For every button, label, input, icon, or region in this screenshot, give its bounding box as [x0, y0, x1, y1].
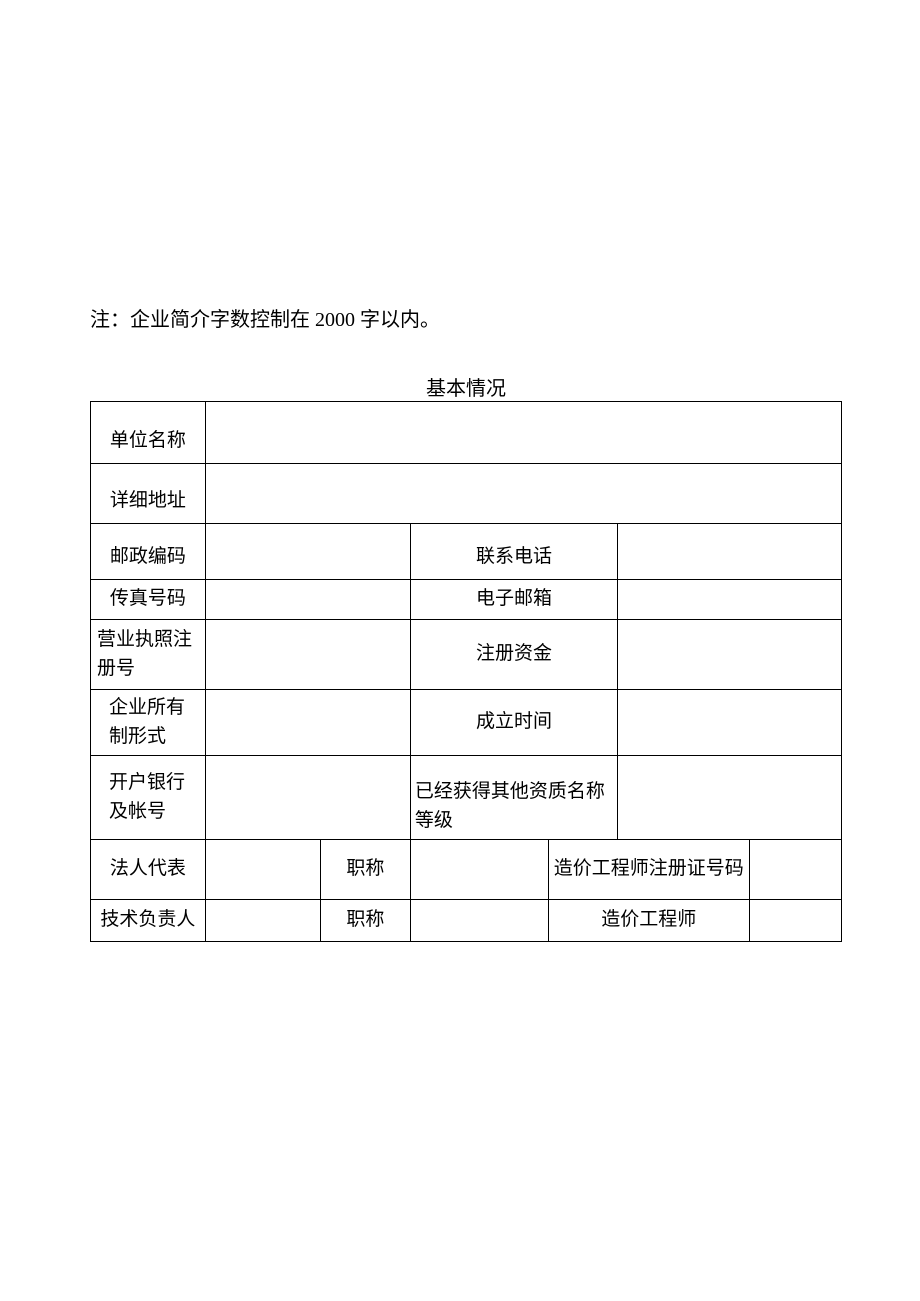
value-tech-lead — [205, 900, 320, 942]
label-unit-name: 单位名称 — [91, 402, 206, 464]
value-tech-lead-title — [410, 900, 548, 942]
document-content: 注：企业简介字数控制在 2000 字以内。 基本情况 单位名称 详细地址 邮政编… — [0, 0, 920, 942]
value-postal-code — [205, 524, 410, 580]
table-row: 法人代表 职称 造价工程师注册证号码 — [91, 840, 842, 900]
table-row: 技术负责人 职称 造价工程师 — [91, 900, 842, 942]
note-suffix: 字以内。 — [355, 309, 440, 331]
table-row: 开户银行及帐号 已经获得其他资质名称等级 — [91, 756, 842, 840]
value-qualifications — [618, 756, 842, 840]
table-title: 基本情况 — [90, 372, 842, 401]
value-address — [205, 464, 841, 524]
label-title2: 职称 — [320, 900, 410, 942]
label-address: 详细地址 — [91, 464, 206, 524]
label-qualifications: 已经获得其他资质名称等级 — [410, 756, 617, 840]
label-cost-eng: 造价工程师 — [549, 900, 750, 942]
label-postal-code: 邮政编码 — [91, 524, 206, 580]
label-legal-rep: 法人代表 — [91, 840, 206, 900]
value-legal-rep — [205, 840, 320, 900]
value-legal-rep-reg — [749, 840, 841, 900]
value-ownership — [205, 690, 410, 756]
value-tech-lead-eng — [749, 900, 841, 942]
note-number: 2000 — [315, 309, 355, 331]
label-reg-capital: 注册资金 — [410, 620, 617, 690]
table-row: 企业所有制形式 成立时间 — [91, 690, 842, 756]
label-founded: 成立时间 — [410, 690, 617, 756]
table-row: 传真号码 电子邮箱 — [91, 580, 842, 620]
value-unit-name — [205, 402, 841, 464]
value-fax — [205, 580, 410, 620]
note-text: 注：企业简介字数控制在 2000 字以内。 — [90, 304, 842, 336]
value-founded — [618, 690, 842, 756]
label-fax: 传真号码 — [91, 580, 206, 620]
table-row: 单位名称 — [91, 402, 842, 464]
label-title1: 职称 — [320, 840, 410, 900]
value-email — [618, 580, 842, 620]
label-license-no: 营业执照注册号 — [91, 620, 206, 690]
value-license-no — [205, 620, 410, 690]
value-legal-rep-title — [410, 840, 548, 900]
table-row: 邮政编码 联系电话 — [91, 524, 842, 580]
value-contact-phone — [618, 524, 842, 580]
label-cost-eng-reg: 造价工程师注册证号码 — [549, 840, 750, 900]
table-row: 详细地址 — [91, 464, 842, 524]
label-contact-phone: 联系电话 — [410, 524, 617, 580]
table-row: 营业执照注册号 注册资金 — [91, 620, 842, 690]
label-email: 电子邮箱 — [410, 580, 617, 620]
label-bank: 开户银行及帐号 — [91, 756, 206, 840]
value-reg-capital — [618, 620, 842, 690]
basic-info-table: 单位名称 详细地址 邮政编码 联系电话 传真号码 电子邮箱 营业执照注册号 注册… — [90, 401, 842, 942]
value-bank — [205, 756, 410, 840]
label-ownership: 企业所有制形式 — [91, 690, 206, 756]
note-prefix: 注：企业简介字数控制在 — [90, 309, 315, 331]
label-tech-lead: 技术负责人 — [91, 900, 206, 942]
